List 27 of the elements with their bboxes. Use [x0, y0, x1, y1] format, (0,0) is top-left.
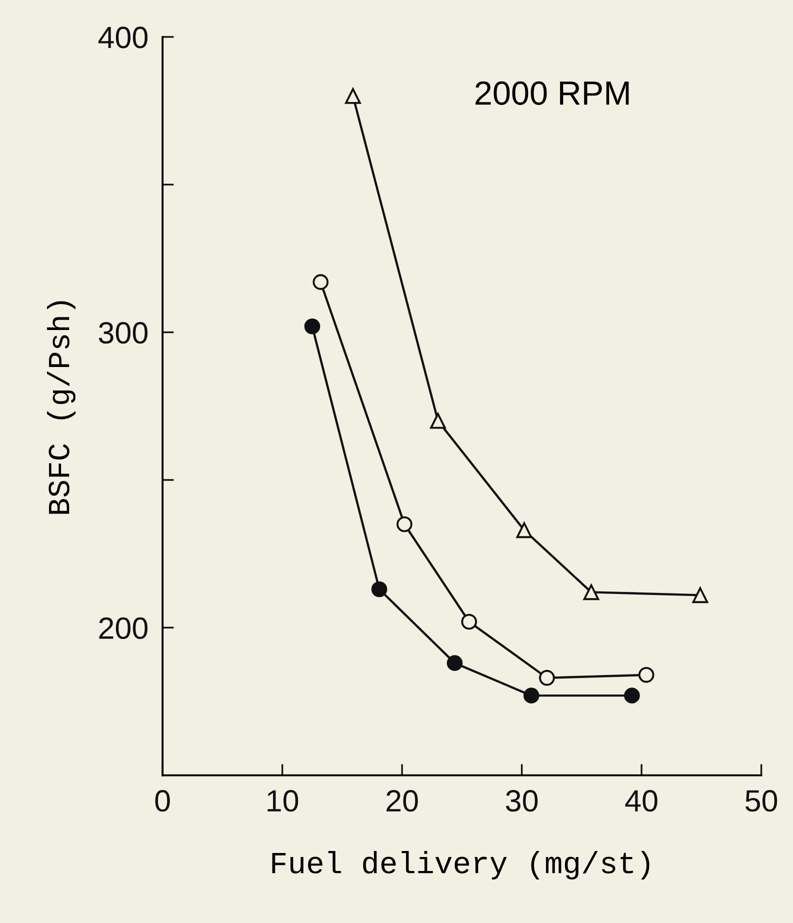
point [345, 88, 361, 104]
point [638, 666, 654, 683]
point [461, 614, 478, 630]
point [583, 584, 600, 600]
annotation: 2000 RPM [476, 81, 629, 105]
x-tick-label: 20 [386, 790, 418, 812]
point [539, 670, 555, 686]
point [396, 516, 412, 532]
x-tick-label: 50 [746, 790, 778, 812]
point [692, 587, 708, 604]
y-tick-label: 200 [99, 617, 148, 640]
x-axis-title: Fuel delivery (mg/st) [272, 851, 650, 880]
point [312, 274, 329, 290]
point [516, 522, 532, 538]
x-tick-label: 40 [625, 790, 658, 812]
point [430, 412, 446, 429]
x-tick-label: 30 [506, 790, 538, 812]
y-axis-title: BSFC (g/Psh) [46, 301, 76, 514]
x-tick-label: 10 [268, 790, 298, 812]
y-tick-label: 300 [98, 322, 148, 344]
point [523, 688, 540, 704]
y-tick-label: 400 [98, 26, 148, 48]
point [446, 655, 463, 672]
point [304, 318, 320, 334]
point [624, 688, 640, 704]
x-tick-label: 0 [155, 790, 170, 812]
point [371, 581, 388, 598]
